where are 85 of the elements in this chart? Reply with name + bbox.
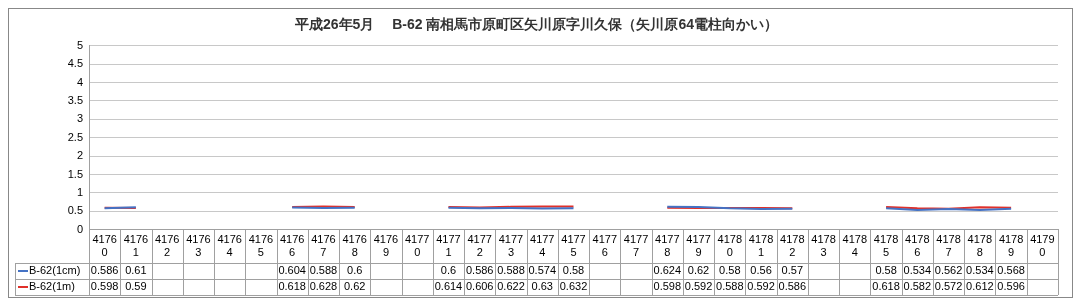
legend-label: B-62(1m) (29, 280, 75, 293)
y-tick-label: 3 (76, 112, 83, 125)
y-tick-label: 0 (76, 222, 83, 235)
data-label: 0.588 (309, 264, 338, 277)
x-tick-label: 41785 (873, 233, 899, 258)
data-label: 0.618 (872, 280, 900, 293)
data-label: 0.58 (875, 264, 897, 277)
chart-title: 平成26年5月 B-62 南相馬市原町区矢川原字川久保（矢川原64電柱向かい） (293, 16, 779, 33)
legend-label: B-62(1cm) (29, 264, 81, 277)
data-label: 0.61 (125, 264, 147, 277)
data-label: 0.612 (966, 280, 994, 293)
data-label: 0.534 (903, 264, 932, 277)
x-tick-label: 41773 (498, 233, 524, 258)
x-tick-label: 41789 (998, 233, 1024, 258)
y-tick-label: 1 (76, 185, 83, 198)
x-tick-label: 41780 (717, 233, 743, 258)
y-tick-label: 2.5 (67, 130, 83, 143)
x-tick-label: 41768 (342, 233, 367, 258)
data-label: 0.586 (778, 280, 807, 293)
x-tick-label: 41774 (530, 233, 555, 258)
data-label: 0.586 (90, 264, 119, 277)
data-label: 0.534 (966, 264, 994, 277)
x-tick-label: 41766 (279, 233, 305, 258)
x-tick-label: 41779 (686, 233, 711, 258)
x-tick-label: 41786 (905, 233, 930, 258)
x-tick-label: 41776 (592, 233, 617, 258)
x-tick-label: 41763 (186, 233, 211, 258)
x-tick-label: 41771 (436, 233, 461, 258)
x-tick-label: 41788 (967, 233, 993, 258)
x-tick-label: 41772 (467, 233, 492, 258)
data-label: 0.632 (559, 280, 588, 293)
data-label: 0.56 (750, 264, 772, 277)
data-label: 0.57 (781, 264, 804, 277)
x-tick-label: 41790 (1030, 233, 1055, 258)
data-label: 0.586 (465, 264, 494, 277)
y-tick-label: 2 (76, 149, 83, 162)
data-label: 0.628 (309, 280, 338, 293)
y-tick-label: 1.5 (67, 167, 83, 180)
x-tick-label: 41778 (655, 233, 680, 258)
data-label: 0.606 (465, 280, 494, 293)
x-tick-label: 41767 (311, 233, 336, 258)
data-label: 0.622 (497, 280, 525, 293)
data-label: 0.618 (278, 280, 306, 293)
x-tick-label: 41783 (811, 233, 836, 258)
data-label: 0.588 (716, 280, 744, 293)
data-label: 0.614 (434, 280, 463, 293)
y-tick-label: 3.5 (67, 94, 83, 106)
data-label: 0.62 (343, 280, 366, 293)
data-label: 0.624 (653, 264, 682, 277)
x-tick-label: 41782 (780, 233, 805, 258)
data-label: 0.574 (528, 264, 557, 277)
data-label: 0.598 (90, 280, 119, 293)
x-tick-label: 41784 (842, 233, 868, 258)
data-label: 0.562 (934, 264, 963, 277)
y-tick-label: 0.5 (67, 204, 83, 217)
data-label: 0.6 (347, 264, 363, 277)
x-tick-label: 41761 (123, 233, 149, 258)
data-label: 0.592 (747, 280, 775, 293)
data-label: 0.59 (125, 280, 147, 293)
data-label: 0.568 (997, 264, 1025, 277)
x-tick-label: 41769 (373, 233, 399, 258)
data-label: 0.6 (440, 264, 457, 277)
y-tick-label: 4.5 (67, 57, 83, 70)
x-tick-label: 41762 (154, 233, 180, 258)
data-label: 0.604 (278, 264, 306, 277)
y-tick-label: 4 (76, 75, 83, 88)
x-tick-label: 41777 (623, 233, 649, 258)
data-label: 0.592 (684, 280, 713, 293)
y-tick-label: 5 (76, 38, 83, 51)
x-tick-label: 41765 (248, 233, 274, 258)
data-label: 0.63 (531, 280, 553, 293)
data-label: 0.572 (934, 280, 963, 293)
x-tick-label: 41770 (404, 233, 430, 258)
x-tick-label: 41781 (748, 233, 774, 258)
x-tick-label: 41764 (217, 233, 242, 258)
x-tick-label: 41787 (936, 233, 961, 258)
data-label: 0.588 (497, 264, 525, 277)
data-label: 0.596 (997, 280, 1025, 293)
data-label: 0.58 (562, 264, 585, 277)
x-tick-label: 41775 (561, 233, 586, 258)
data-label: 0.62 (687, 264, 710, 277)
data-label: 0.582 (903, 280, 932, 293)
data-label: 0.58 (719, 264, 741, 277)
data-label: 0.598 (653, 280, 682, 293)
x-tick-label: 41760 (92, 233, 117, 258)
